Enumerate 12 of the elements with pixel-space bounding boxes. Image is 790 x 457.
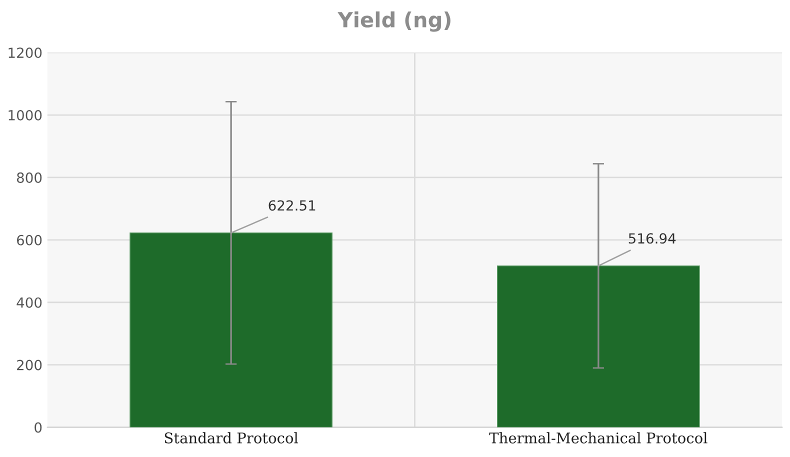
y-tick-label: 1200	[8, 48, 42, 58]
data-label: 622.51	[268, 200, 316, 211]
x-tick-label: Standard Protocol	[164, 432, 298, 444]
data-label: 516.94	[628, 233, 676, 244]
y-tick-label: 800	[16, 172, 42, 183]
y-tick-label: 400	[16, 297, 42, 308]
y-tick-label: 200	[17, 360, 42, 370]
chart-title: Yield (ng)	[338, 11, 450, 32]
x-tick-label: Thermal-Mechanical Protocol	[489, 432, 708, 444]
y-tick-label: 0	[34, 422, 42, 433]
y-tick-label: 1000	[8, 110, 42, 120]
y-tick-label: 600	[17, 234, 42, 246]
